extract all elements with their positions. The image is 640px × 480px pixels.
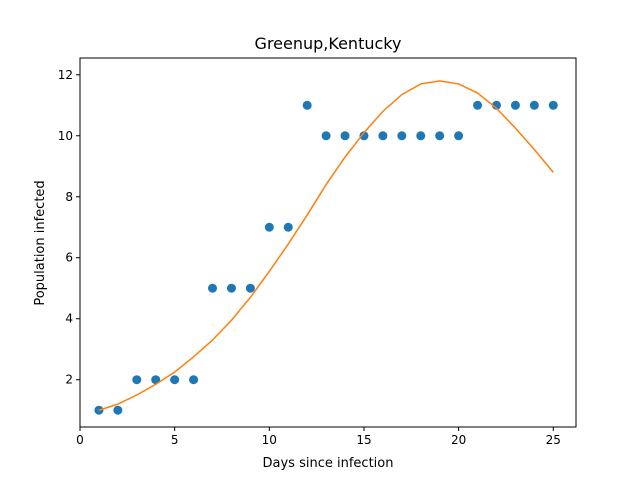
data-point <box>378 131 388 141</box>
x-tick-label: 25 <box>546 433 561 447</box>
x-axis: 0 5 10 15 20 25 <box>76 427 561 447</box>
x-axis-label: Days since infection <box>263 456 394 471</box>
y-tick-label: 10 <box>58 129 73 143</box>
data-point <box>132 375 142 385</box>
data-point <box>416 131 426 141</box>
data-point <box>435 131 445 141</box>
data-point <box>397 131 407 141</box>
x-tick-label: 10 <box>262 433 277 447</box>
data-point <box>264 222 274 232</box>
data-point <box>208 283 218 293</box>
y-tick-label: 6 <box>65 251 73 265</box>
data-point <box>491 100 501 110</box>
plot-area <box>79 57 577 428</box>
y-tick-label: 8 <box>65 190 73 204</box>
y-axis: 2 4 6 8 10 12 <box>58 68 80 387</box>
data-point <box>113 405 123 415</box>
chart-title: Greenup,Kentucky <box>255 34 402 53</box>
data-point <box>189 375 199 385</box>
y-tick-label: 12 <box>58 68 73 82</box>
y-tick-label: 2 <box>65 373 73 387</box>
data-point <box>454 131 464 141</box>
data-point <box>170 375 180 385</box>
axes-frame <box>79 57 577 428</box>
data-point <box>510 100 520 110</box>
data-point <box>529 100 539 110</box>
data-point <box>473 100 483 110</box>
data-point <box>359 131 369 141</box>
y-axis-label: Population infected <box>33 180 48 305</box>
data-point <box>548 100 558 110</box>
x-tick-label: 15 <box>356 433 371 447</box>
y-tick-label: 4 <box>65 312 73 326</box>
x-tick-label: 20 <box>451 433 466 447</box>
fit-line <box>98 80 554 411</box>
data-point <box>245 283 255 293</box>
data-point <box>283 222 293 232</box>
x-tick-label: 0 <box>76 433 84 447</box>
data-point <box>226 283 236 293</box>
data-point <box>302 100 312 110</box>
data-point <box>321 131 331 141</box>
data-point <box>340 131 350 141</box>
x-tick-label: 5 <box>171 433 179 447</box>
